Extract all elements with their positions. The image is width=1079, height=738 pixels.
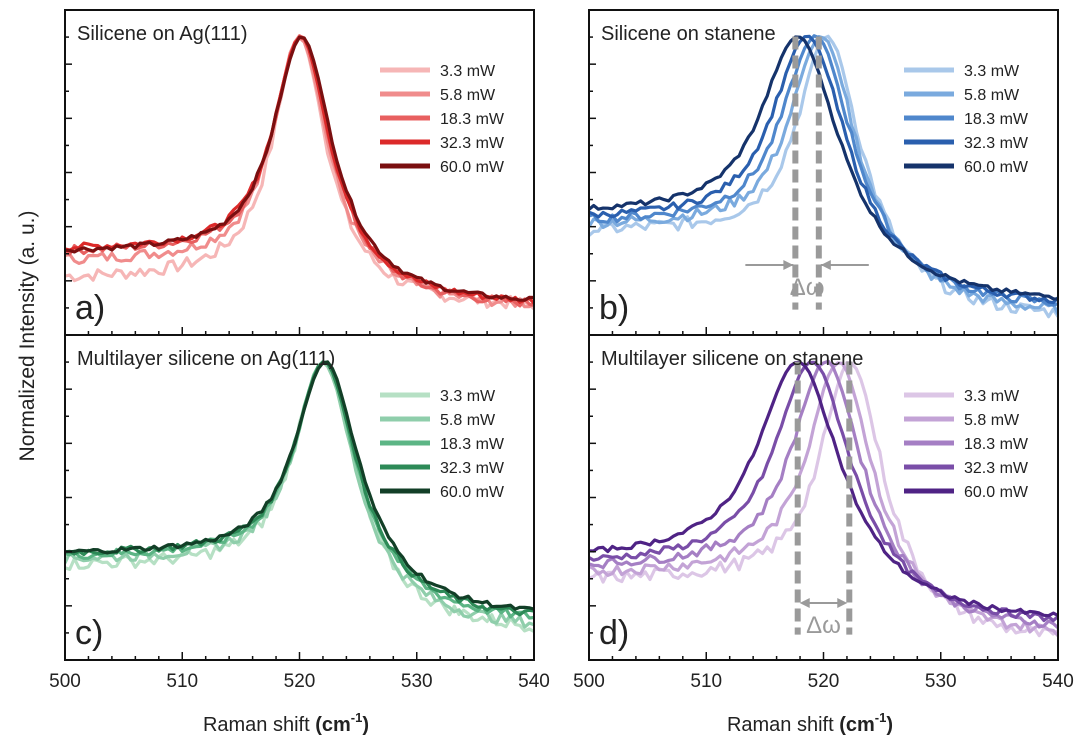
series-line-3 [589, 34, 1058, 307]
x-axis-label-unit-sup: -1 [875, 710, 887, 725]
legend-entry: 3.3 mW [440, 388, 496, 405]
x-axis-label-right: Raman shift (cm-1) [727, 710, 893, 736]
x-axis-label-text: Raman shift [727, 714, 839, 736]
x-tick-label: 520 [808, 671, 840, 692]
x-axis-label-text: Raman shift [203, 714, 315, 736]
series-group [589, 34, 1058, 319]
legend: 3.3 mW 5.8 mW 18.3 mW 32.3 mW 60.0 mW [904, 388, 1029, 501]
series-line-2 [589, 35, 1058, 315]
series-line-5 [65, 360, 534, 611]
legend: 3.3 mW 5.8 mW 18.3 mW 32.3 mW 60.0 mW [380, 63, 505, 176]
legend-entry: 32.3 mW [964, 460, 1029, 477]
legend-entry: 5.8 mW [964, 412, 1020, 429]
y-ticks [65, 9, 72, 336]
y-ticks [589, 334, 596, 661]
arrowhead-icon [837, 598, 848, 608]
legend-entry: 60.0 mW [440, 159, 505, 176]
legend-entry: 60.0 mW [964, 159, 1029, 176]
y-ticks [589, 9, 596, 336]
x-axis-label-unit-close: ) [886, 714, 893, 736]
x-axis-label-unit-open: (cm [839, 714, 875, 736]
legend-entry: 18.3 mW [440, 111, 505, 128]
legend-entry: 32.3 mW [964, 135, 1029, 152]
panel-3: 500 510 520 530 540 Multilayer silicene on Ag… [49, 334, 550, 692]
x-ticks: 500 510 520 530 540 [573, 652, 1074, 692]
series-line-5 [589, 360, 1058, 618]
panel-1: Silicene on Ag(111) a) 3.3 mW 5.8 mW 18.3 mW… [64, 9, 535, 336]
panel-label: b) [599, 289, 629, 327]
series-line-4 [589, 34, 1058, 305]
series-line-5 [589, 35, 1058, 301]
legend-entry: 18.3 mW [440, 436, 505, 453]
arrowhead-icon [783, 260, 794, 270]
x-axis-label-left: Raman shift (cm-1) [203, 710, 369, 736]
svg-text:Raman shift (cm-1): Raman shift (cm-1) [203, 710, 369, 736]
x-tick-label: 520 [284, 671, 316, 692]
y-axis-label: Normalized Intensity (a. u.) [16, 211, 39, 462]
x-tick-label: 530 [925, 671, 957, 692]
series-group [589, 359, 1058, 638]
x-tick-label: 540 [1042, 671, 1074, 692]
x-tick-label: 500 [49, 671, 81, 692]
legend-entry: 3.3 mW [964, 63, 1020, 80]
x-ticks [64, 327, 535, 335]
delta-omega-label: Δω [806, 612, 841, 639]
panel-label: d) [599, 614, 629, 652]
x-ticks: 500 510 520 530 540 [49, 652, 550, 692]
panel-title: Multilayer silicene on Ag(111) [77, 348, 335, 370]
legend-entry: 5.8 mW [440, 87, 496, 104]
x-tick-label: 510 [690, 671, 722, 692]
delta-omega-annotation: Δω [745, 36, 869, 310]
legend-entry: 18.3 mW [964, 436, 1029, 453]
panel-label: c) [75, 614, 103, 652]
arrowhead-icon [820, 260, 831, 270]
y-ticks [65, 334, 72, 661]
series-line-4 [589, 360, 1058, 623]
panel-2: Δω Silicene on stanene b) 3.3 mW 5.8 mW 18.3 … [588, 9, 1059, 336]
svg-text:Raman shift (cm-1): Raman shift (cm-1) [727, 710, 893, 736]
x-tick-label: 530 [401, 671, 433, 692]
legend-entry: 3.3 mW [440, 63, 496, 80]
series-line-1 [589, 360, 1058, 638]
x-axis-label-unit-open: (cm [315, 714, 351, 736]
x-tick-label: 510 [166, 671, 198, 692]
legend-entry: 60.0 mW [440, 484, 505, 501]
delta-omega-annotation: Δω [794, 361, 853, 639]
legend-entry: 3.3 mW [964, 388, 1020, 405]
arrowhead-icon [799, 598, 810, 608]
x-axis-label-unit-sup: -1 [351, 710, 363, 725]
x-tick-label: 500 [573, 671, 605, 692]
legend: 3.3 mW 5.8 mW 18.3 mW 32.3 mW 60.0 mW [380, 388, 505, 501]
legend-entry: 32.3 mW [440, 135, 505, 152]
legend-entry: 5.8 mW [964, 87, 1020, 104]
panel-title: Silicene on stanene [601, 23, 776, 45]
series-group [65, 34, 534, 311]
legend-entry: 60.0 mW [964, 484, 1029, 501]
panel-label: a) [75, 289, 105, 327]
series-line-2 [589, 361, 1058, 637]
legend-entry: 32.3 mW [440, 460, 505, 477]
delta-omega-label: Δω [790, 274, 825, 301]
x-axis-label-unit-close: ) [362, 714, 369, 736]
panel-title: Multilayer silicene on stanene [601, 348, 863, 370]
panels-group: Silicene on Ag(111) a) 3.3 mW 5.8 mW 18.3 mW… [49, 9, 1074, 692]
legend-entry: 18.3 mW [964, 111, 1029, 128]
legend-entry: 5.8 mW [440, 412, 496, 429]
series-group [65, 359, 534, 633]
x-tick-label: 540 [518, 671, 550, 692]
series-line-5 [65, 35, 534, 302]
panel-4: Δω 500 510 520 530 540 Multilayer silicene on … [573, 334, 1074, 692]
legend: 3.3 mW 5.8 mW 18.3 mW 32.3 mW 60.0 mW [904, 63, 1029, 176]
x-ticks [588, 327, 1059, 335]
panel-title: Silicene on Ag(111) [77, 23, 247, 45]
